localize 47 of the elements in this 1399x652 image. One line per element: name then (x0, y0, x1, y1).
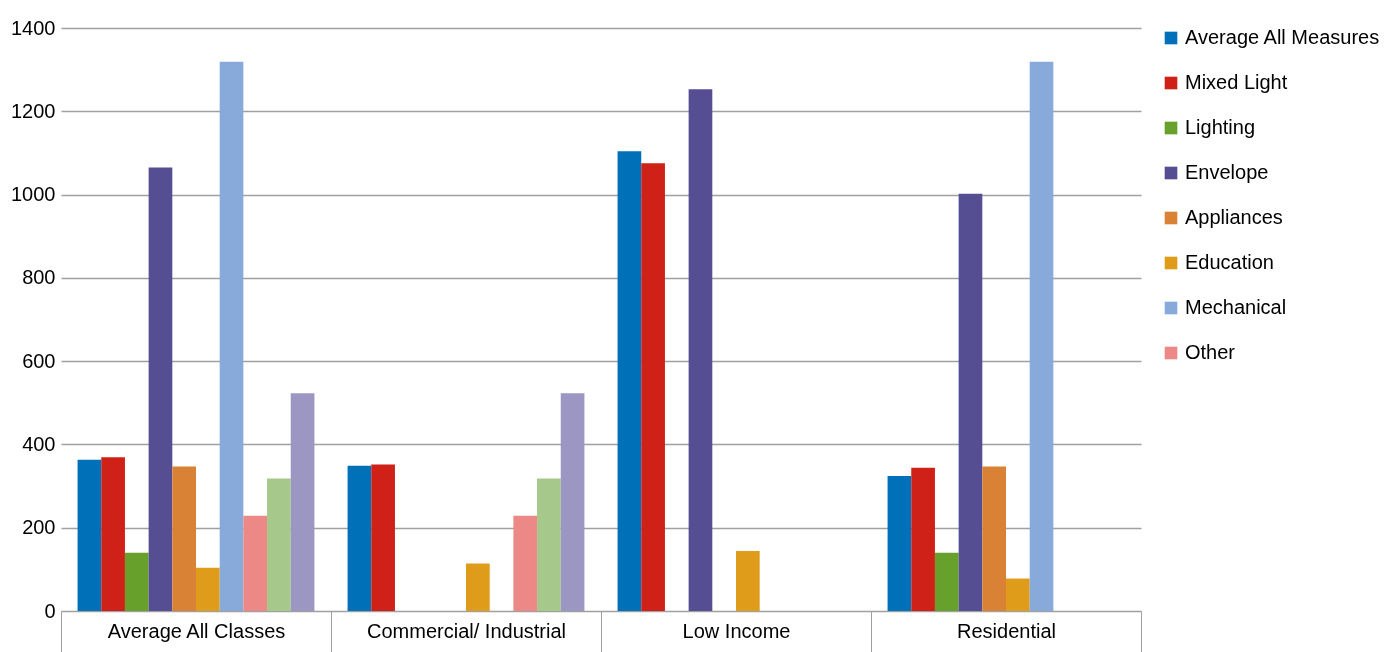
bar (148, 167, 173, 611)
bar (371, 464, 395, 611)
bar (641, 163, 665, 611)
bar (347, 465, 372, 611)
legend-label: Education (1185, 251, 1274, 273)
legend-label: Lighting (1185, 116, 1256, 138)
legend-label: Average All Measures (1185, 26, 1380, 48)
bar (290, 393, 315, 611)
bar (887, 476, 912, 611)
bar (617, 151, 642, 611)
bar (219, 61, 244, 611)
x-tick-label: Commercial/ Industrial (367, 619, 566, 642)
legend-label: Envelope (1185, 161, 1269, 183)
legend-label: Appliances (1185, 206, 1283, 228)
legend-label: Mechanical (1185, 296, 1287, 318)
bar (513, 515, 538, 611)
bar (1029, 61, 1054, 611)
bar (124, 552, 149, 611)
y-tick-label: 1200 (11, 99, 56, 122)
bar (958, 193, 983, 611)
bar (537, 478, 561, 611)
y-tick-label: 200 (22, 516, 56, 539)
x-tick-label: Low Income (682, 619, 791, 642)
bar (982, 466, 1006, 611)
legend-label: Other (1185, 341, 1236, 363)
bar (243, 515, 268, 611)
bar (688, 89, 713, 611)
y-tick-label: 600 (22, 349, 56, 372)
y-tick-label: 800 (22, 266, 56, 289)
x-tick-label: Residential (957, 619, 1056, 642)
bar (1006, 578, 1030, 611)
bar (77, 459, 102, 611)
bar (101, 457, 125, 611)
bar (934, 552, 959, 611)
y-tick-label: 0 (44, 599, 56, 622)
bar (560, 393, 585, 611)
x-tick-label: Average All Classes (107, 619, 286, 642)
bar (196, 567, 220, 611)
bar (267, 478, 291, 611)
legend-label: Mixed Light (1185, 71, 1288, 93)
bar (172, 466, 196, 611)
bar (911, 467, 935, 611)
y-tick-label: 1400 (11, 16, 56, 39)
bar (466, 563, 490, 611)
y-tick-label: 1000 (11, 183, 56, 206)
bar (736, 551, 760, 611)
y-tick-label: 400 (22, 432, 56, 455)
